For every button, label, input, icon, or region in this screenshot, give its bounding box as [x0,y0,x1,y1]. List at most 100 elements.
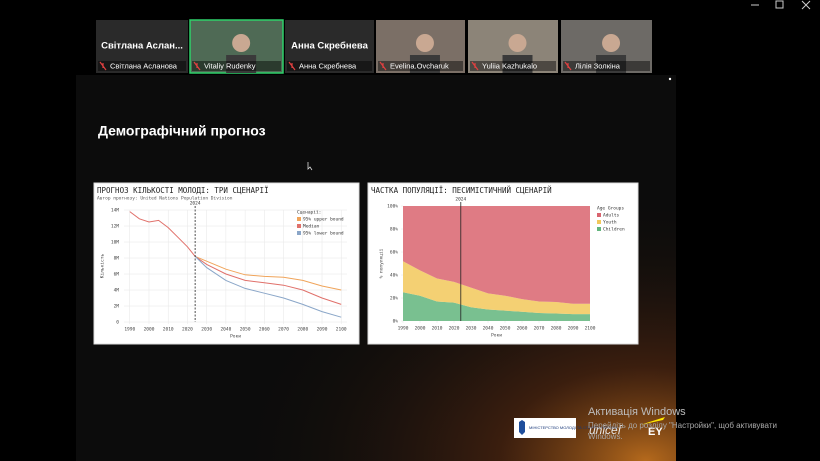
x-tick-label: 2060 [259,327,270,333]
x-tick-label: 2030 [466,326,477,332]
chart-title: ПРОГНОЗ КІЛЬКОСТІ МОЛОДІ: ТРИ СЦЕНАРІЇ [97,186,269,195]
x-tick-label: 2000 [144,327,155,333]
x-tick-label: 2040 [483,326,494,332]
legend-swatch [597,227,601,231]
slide-dot [668,77,672,81]
x-tick-label: 2050 [500,326,511,332]
participant-tile[interactable]: Yuliia Kazhukalo [468,20,558,73]
participant-tile[interactable]: Світлана Аслан... Світлана Асланова [96,20,188,73]
label-bg [287,61,372,71]
ministry-name: МІНІСТЕРСТВО МОЛОДІ ТА СПОРТУ УКРАЇНИ [529,425,617,430]
label-bg [378,61,463,71]
legend-swatch [597,220,601,224]
participant-tile[interactable]: Evelina.Ovcharuk [376,20,465,73]
series-line [129,211,342,305]
participant-name: Анна Скребнева [291,41,368,52]
chart-subtitle: Автор прогнозу: United Nations Populatio… [97,196,233,202]
ministry-logo [514,418,576,438]
slide-title: Демографічний прогноз [98,123,266,139]
legend-swatch [597,213,601,217]
muted-icon [564,61,572,71]
y-tick-label: 10M [111,240,119,246]
watermark-text: Перейдіть до розділу "Настройки", щоб ак… [588,421,777,430]
watermark-text: Windows. [588,432,623,441]
participant-name: Світлана Аслан... [101,41,183,52]
x-tick-label: 2090 [568,326,579,332]
window-controls[interactable] [751,0,811,10]
label-bg [98,61,186,71]
marker-label: 2024 [455,197,466,203]
muted-icon [193,61,201,71]
x-tick-label: 2070 [278,327,289,333]
y-tick-label: 4M [114,288,120,294]
y-tick-label: 12M [111,224,119,230]
y-axis-label: % популяції [379,248,385,278]
area [403,292,590,321]
tile-bg [96,20,188,73]
x-tick-label: 2020 [449,326,460,332]
participant-label: Evelina.Ovcharuk [390,61,449,70]
x-tick-label: 2080 [297,327,308,333]
y-tick-label: 20% [390,296,398,302]
legend-title: Сценарії: [297,210,321,216]
participant-tile[interactable]: Vitaliy Rudenky [189,19,284,74]
participant-label: Світлана Асланова [110,61,178,70]
x-tick-label: 2090 [317,327,328,333]
y-tick-label: 100% [387,204,398,210]
chart: ЧАСТКА ПОПУЛЯЦІЇ: ПЕСИМІСТИЧНИЙ СЦЕНАРІЙ… [367,182,639,345]
marker-label: 2024 [190,201,201,207]
person-body [226,55,257,73]
participant-label: Yuliia Kazhukalo [482,61,537,70]
y-tick-label: 0% [393,319,399,325]
person-head [602,34,621,52]
watermark-title: Активація Windows [588,406,686,418]
x-tick-label: 2060 [517,326,528,332]
close[interactable] [801,0,811,10]
legend-label: Youth [603,220,617,226]
x-tick-label: 2080 [551,326,562,332]
person-head [508,34,527,52]
y-axis-label: Кількість [100,254,106,279]
x-tick-label: 2070 [534,326,545,332]
x-tick-label: 2020 [182,327,193,333]
participant-tile[interactable]: Лілія Золкіна [561,20,652,73]
maximize[interactable] [775,0,784,9]
legend-label: 95% lower bound [303,231,344,237]
person-head [415,34,434,52]
x-axis-label: Роки [230,334,241,340]
legend-label: Children [603,227,625,233]
participant-tile[interactable]: Анна Скребнева Анна Скребнева [285,20,374,73]
participant-label: Vitaliy Rudenky [204,61,256,70]
chart-frame [93,182,360,345]
legend-title: Age Groups [597,206,624,212]
muted-icon [471,61,479,71]
participant-label: Лілія Золкіна [575,61,621,70]
cursor [307,162,313,171]
chart-title: ЧАСТКА ПОПУЛЯЦІЇ: ПЕСИМІСТИЧНИЙ СЦЕНАРІЙ [371,186,552,195]
y-tick-label: 0 [116,320,119,326]
y-tick-label: 80% [390,227,398,233]
series-line [194,255,342,291]
person-body [409,55,440,73]
x-tick-label: 2030 [201,327,212,333]
area [403,261,590,315]
y-tick-label: 40% [390,273,398,279]
x-tick-label: 2010 [163,327,174,333]
ey-mark [640,417,665,425]
label-bg [192,61,281,71]
x-tick-label: 1990 [398,326,409,332]
y-tick-label: 60% [390,250,398,256]
y-tick-label: 6M [114,272,120,278]
legend-label: Adults [603,213,620,219]
ey-logo: EY [648,426,663,438]
x-tick-label: 2050 [240,327,251,333]
x-tick-label: 1990 [124,327,135,333]
legend-label: 95% upper bound [303,217,344,223]
y-tick-label: 14M [111,208,119,214]
area [403,206,590,304]
x-tick-label: 2040 [220,327,231,333]
participant-label: Анна Скребнева [299,61,357,70]
person-head [232,34,251,52]
unicef-logo: unicef [589,423,623,437]
